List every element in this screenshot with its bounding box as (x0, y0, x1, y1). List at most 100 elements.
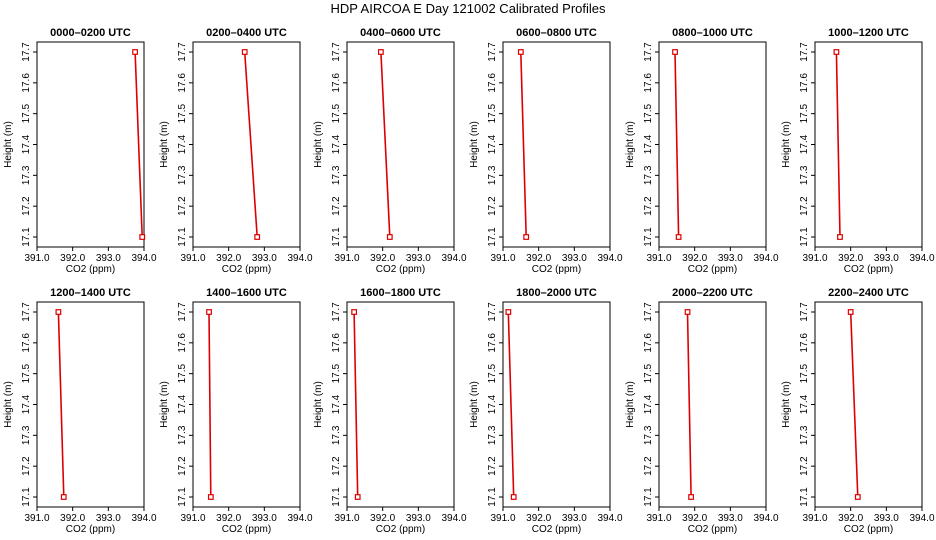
y-tick-label: 17.3 (799, 425, 810, 445)
x-tick-label: 394.0 (597, 513, 622, 524)
profile-line (520, 51, 527, 238)
data-point (351, 309, 358, 315)
y-tick-label: 17.3 (331, 425, 342, 445)
profile-line (686, 311, 692, 498)
x-axis-label: CO2 (ppm) (66, 264, 115, 275)
y-tick-label: 17.3 (487, 165, 498, 185)
x-tick-label: 393.0 (96, 513, 121, 524)
panel-title: 1200–1400 UTC (50, 287, 131, 299)
y-tick-label: 17.5 (331, 363, 342, 383)
y-tick-label: 17.3 (177, 425, 188, 445)
y-tick-label: 17.1 (643, 227, 654, 247)
y-tick-label: 17.6 (177, 73, 188, 93)
panel-title: 2000–2200 UTC (672, 287, 753, 299)
profile-line (380, 51, 391, 238)
y-tick-label: 17.6 (21, 333, 32, 353)
figure-title: HDP AIRCOA E Day 121002 Calibrated Profi… (330, 1, 606, 16)
y-axis-label: Height (m) (3, 121, 14, 168)
x-tick-label: 392.0 (60, 253, 85, 264)
x-tick-label: 392.0 (838, 513, 863, 524)
plot-frame (814, 301, 923, 508)
profile-panel: 1800–2000 UTC 391.0 392.0 393.0 394.0 17.1 17.… (469, 287, 623, 535)
profile-panel: 0600–0800 UTC 391.0 392.0 393.0 394.0 17.1 17.… (469, 27, 623, 275)
panel-title: 0800–1000 UTC (672, 27, 753, 39)
x-tick-label: 393.0 (252, 253, 277, 264)
profile-panel: 2000–2200 UTC 391.0 392.0 393.0 394.0 17.1 17.… (625, 287, 779, 535)
x-tick-label: 394.0 (753, 513, 778, 524)
y-tick-label: 17.1 (331, 227, 342, 247)
data-point (139, 234, 146, 240)
panel-grid: 0000–0200 UTC 391.0 392.0 393.0 394.0 17.1 17.… (3, 27, 935, 535)
x-tick-label: 392.0 (60, 513, 85, 524)
plot-frame (502, 301, 611, 508)
plot-frame (502, 41, 611, 248)
y-axis-label: Height (m) (159, 121, 170, 168)
y-tick-label: 17.6 (487, 333, 498, 353)
x-tick-label: 394.0 (597, 253, 622, 264)
y-tick-label: 17.7 (21, 42, 32, 62)
x-axis-label: CO2 (ppm) (532, 264, 581, 275)
x-tick-label: 393.0 (406, 513, 431, 524)
panel-title: 1000–1200 UTC (828, 27, 909, 39)
profile-line (674, 51, 680, 238)
x-tick-label: 392.0 (682, 253, 707, 264)
data-point (207, 494, 214, 500)
plot-frame (346, 41, 455, 248)
y-tick-label: 17.7 (331, 302, 342, 322)
y-tick-label: 17.2 (487, 196, 498, 216)
y-tick-label: 17.5 (799, 103, 810, 123)
x-axis-label: CO2 (ppm) (222, 524, 271, 535)
x-tick-label: 394.0 (753, 253, 778, 264)
data-point (132, 49, 138, 55)
y-tick-label: 17.4 (487, 134, 498, 154)
plot-frame (346, 301, 455, 508)
data-point (241, 49, 248, 55)
data-point (675, 234, 682, 240)
x-tick-label: 393.0 (96, 253, 121, 264)
profile-panel: 1400–1600 UTC 391.0 392.0 393.0 394.0 17.1 17.… (159, 287, 313, 535)
y-tick-label: 17.7 (177, 42, 188, 62)
data-point (672, 49, 678, 55)
x-axis-label: CO2 (ppm) (688, 524, 737, 535)
profile-line (57, 311, 65, 498)
y-tick-label: 17.1 (21, 487, 32, 507)
y-axis-label: Height (m) (3, 381, 14, 428)
profile-panel: 1000–1200 UTC 391.0 392.0 393.0 394.0 17.1 17.… (781, 27, 935, 275)
data-point (254, 234, 261, 240)
y-tick-label: 17.1 (643, 487, 654, 507)
y-tick-label: 17.7 (487, 42, 498, 62)
y-tick-label: 17.7 (799, 302, 810, 322)
plot-frame (36, 41, 145, 248)
plot-frame (658, 301, 767, 508)
x-tick-label: 391.0 (646, 513, 671, 524)
x-tick-label: 392.0 (216, 513, 241, 524)
panel-title: 0600–0800 UTC (516, 27, 597, 39)
y-tick-label: 17.6 (177, 333, 188, 353)
data-point (386, 234, 393, 240)
y-axis-label: Height (m) (159, 381, 170, 428)
y-tick-label: 17.5 (487, 103, 498, 123)
y-tick-label: 17.6 (643, 333, 654, 353)
y-tick-label: 17.4 (331, 394, 342, 414)
y-axis-label: Height (m) (469, 121, 480, 168)
y-tick-label: 17.7 (799, 42, 810, 62)
x-tick-label: 391.0 (490, 513, 515, 524)
x-tick-label: 394.0 (131, 513, 156, 524)
data-point (854, 494, 861, 500)
x-tick-label: 392.0 (838, 253, 863, 264)
y-tick-label: 17.3 (21, 165, 32, 185)
y-axis-label: Height (m) (625, 121, 636, 168)
x-tick-label: 391.0 (180, 253, 205, 264)
y-tick-label: 17.3 (331, 165, 342, 185)
profile-line (353, 311, 359, 498)
x-tick-label: 391.0 (646, 253, 671, 264)
y-tick-label: 17.4 (21, 394, 32, 414)
x-tick-label: 393.0 (718, 513, 743, 524)
y-axis-label: Height (m) (625, 381, 636, 428)
y-tick-label: 17.1 (487, 487, 498, 507)
x-tick-label: 394.0 (441, 513, 466, 524)
y-tick-label: 17.1 (487, 227, 498, 247)
profile-panel: 1200–1400 UTC 391.0 392.0 393.0 394.0 17.1 17.… (3, 287, 157, 535)
y-tick-label: 17.4 (21, 134, 32, 154)
data-point (688, 494, 694, 500)
